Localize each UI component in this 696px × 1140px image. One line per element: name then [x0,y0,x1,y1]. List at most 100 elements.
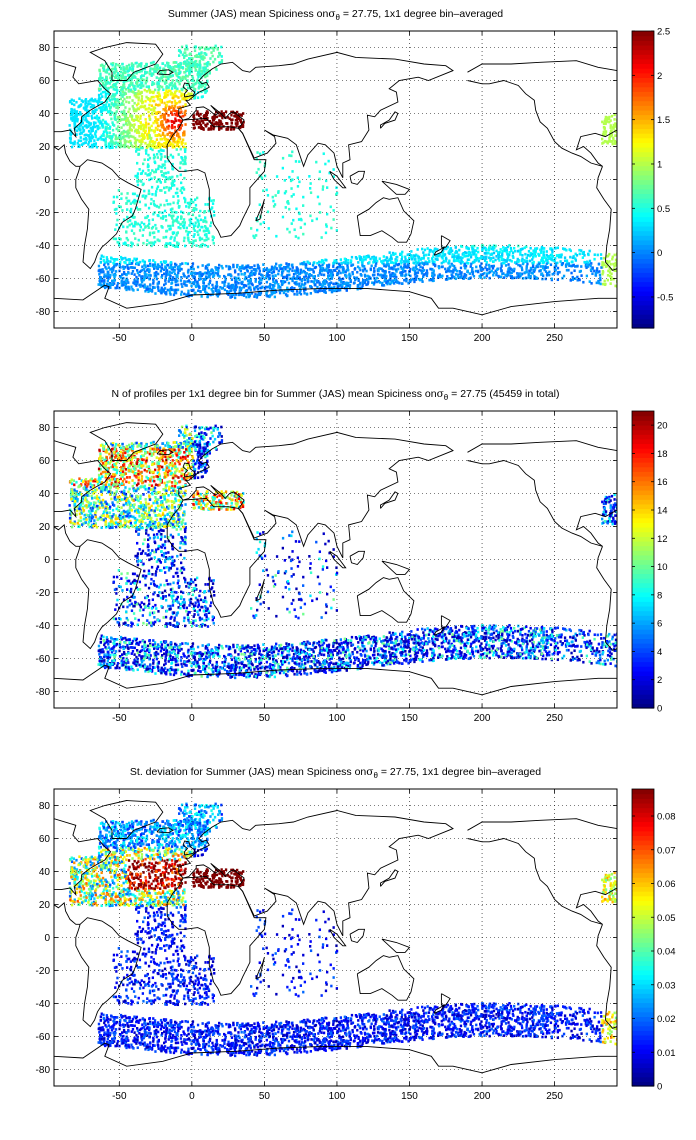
heatmap-cell [462,275,466,279]
heatmap-cell [210,269,213,273]
heatmap-cell [610,276,613,279]
heatmap-cell [500,269,503,272]
heatmap-cell [172,293,176,297]
heatmap-cell [554,268,557,272]
heatmap-cell [327,271,330,275]
heatmap-cell [293,269,297,273]
heatmap-cell [111,128,115,132]
heatmap-cell [186,62,189,66]
heatmap-cell [141,140,144,143]
heatmap-cell [253,273,256,276]
heatmap-cell [156,95,160,98]
heatmap-cell [159,189,162,192]
heatmap-cell [147,87,151,90]
heatmap-cell [174,65,177,68]
heatmap-cell [608,271,612,274]
heatmap-cell [160,173,164,177]
heatmap-cell [296,185,300,188]
heatmap-cell [108,275,112,279]
heatmap-cell [460,244,463,248]
heatmap-cell [210,207,213,211]
heatmap-cell [198,275,201,278]
heatmap-cell [133,192,136,196]
heatmap-cell [429,267,432,271]
heatmap-cell [328,278,331,281]
heatmap-cell [434,263,437,267]
heatmap-cell [114,258,117,261]
heatmap-cell [174,288,178,292]
heatmap-cell [156,146,159,149]
heatmap-cell [304,265,307,269]
heatmap-cell [183,54,186,58]
heatmap-cell [253,295,256,298]
heatmap-cell [195,113,199,116]
heatmap-cell [194,221,197,225]
heatmap-cell [168,277,171,281]
heatmap-cell [137,125,141,128]
heatmap-cell [156,267,160,270]
heatmap-cell [103,84,106,88]
heatmap-cell [133,266,136,270]
heatmap-cell [314,283,317,287]
heatmap-cell [390,254,393,257]
heatmap-cell [102,85,105,88]
heatmap-cell [128,288,131,291]
heatmap-cell [154,240,157,244]
heatmap-cell [139,92,142,96]
heatmap-cell [120,102,124,105]
heatmap-cell [198,59,202,63]
heatmap-cell [221,281,224,284]
heatmap-cell [343,257,347,261]
heatmap-cell [282,291,286,295]
heatmap-cell [112,200,116,204]
heatmap-cell [175,73,178,77]
heatmap-cell [176,279,179,283]
heatmap-cell [388,267,391,270]
heatmap-cell [184,158,187,162]
heatmap-cell [92,112,95,115]
heatmap-cell [128,140,131,144]
heatmap-cell [561,262,565,265]
heatmap-cell [240,287,243,290]
heatmap-cell [330,226,333,230]
heatmap-cell [165,245,168,248]
heatmap-cell [127,244,130,247]
heatmap-cell [586,260,589,264]
heatmap-cell [549,263,553,267]
heatmap-cell [541,257,544,260]
heatmap-cell [241,280,244,284]
heatmap-cell [277,272,280,276]
heatmap-cell [399,265,403,269]
heatmap-cell [205,115,208,119]
heatmap-cell [303,291,306,295]
heatmap-cell [127,146,131,149]
heatmap-cell [140,105,144,109]
heatmap-cell [376,268,380,271]
heatmap-cell [104,143,107,146]
heatmap-cell [173,107,176,110]
heatmap-cell [198,62,202,66]
heatmap-cell [596,271,599,274]
heatmap-cell [88,137,91,140]
heatmap-cell [394,258,397,261]
heatmap-cell [191,83,194,87]
heatmap-cell [241,293,244,297]
heatmap-cell [128,258,131,261]
heatmap-cell [464,274,468,277]
heatmap-cell [111,268,114,272]
heatmap-cell [188,204,191,208]
heatmap-cell [107,142,111,146]
heatmap-cell [321,281,325,284]
heatmap-cell [365,256,368,259]
heatmap-cell [318,271,322,275]
heatmap-cell [108,136,111,140]
heatmap-cell [149,97,152,101]
heatmap-cell [143,263,146,267]
heatmap-cell [554,262,558,265]
heatmap-cell [114,141,118,145]
heatmap-cell [291,266,294,269]
heatmap-cell [353,281,356,285]
heatmap-cell [170,119,173,123]
heatmap-cell [431,261,435,265]
heatmap-cell [283,191,287,195]
